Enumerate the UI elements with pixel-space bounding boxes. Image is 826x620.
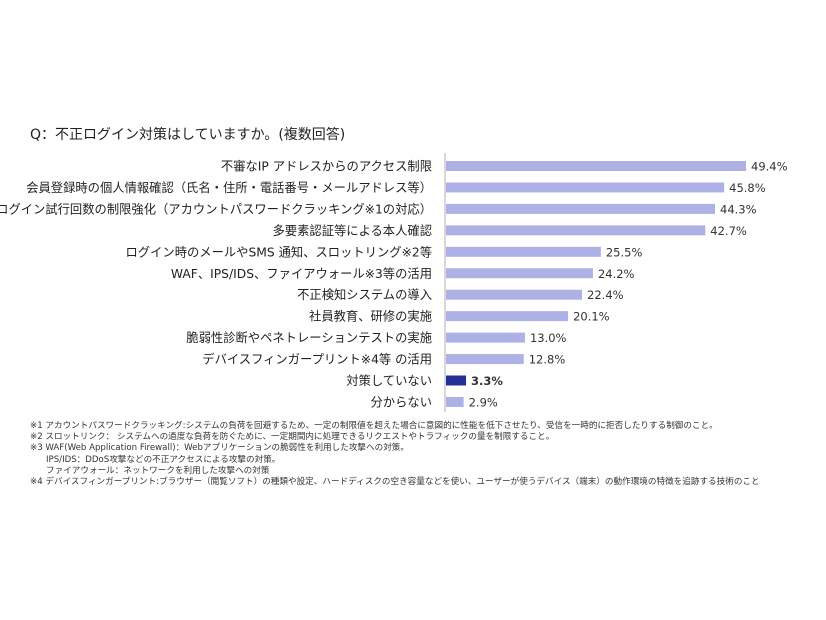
value-label: 24.2% [598, 267, 635, 281]
category-label: デバイスフィンガープリント※4等 の活用 [202, 352, 432, 367]
category-label: 対策していない [346, 373, 432, 388]
category-label: 不正検知システムの導入 [297, 287, 432, 302]
category-label: ログイン時のメールやSMS 通知、スロットリング※2等 [126, 244, 433, 259]
footnote-3-firewall: ファイアウォール：ネットワークを利用した攻撃への対策 [46, 465, 270, 476]
bar [446, 203, 716, 214]
value-label: 44.3% [720, 202, 757, 216]
bar [446, 332, 525, 343]
value-label: 3.3% [471, 374, 503, 388]
bar [446, 182, 725, 193]
footnote-1: ※1 アカウントパスワードクラッキング:システムの負荷を回避するため、一定の制限… [30, 421, 718, 431]
bar [446, 289, 583, 300]
category-label: ログイン試行回数の制限強化（アカウントパスワードクラッキング※1の対応） [0, 201, 432, 216]
bar [446, 311, 569, 322]
footnote-4: ※4 デバイスフィンガープリント:ブラウザー（閲覧ソフト）の種類や設定、ハードデ… [30, 477, 760, 488]
footnote-2: ※2 スロットリンク： システムへの過度な負荷を防ぐために、一定期間内に処理でき… [30, 432, 555, 443]
category-label: WAF、IPS/IDS、ファイアウォール※3等の活用 [171, 266, 432, 281]
value-label: 20.1% [573, 310, 610, 324]
value-label: 13.0% [530, 331, 567, 345]
value-label: 42.7% [710, 224, 747, 238]
category-label: 不審なIP アドレスからのアクセス制限 [221, 159, 432, 174]
footnote-3: ※3 WAF(Web Application Firewall)：Webアプリケ… [30, 443, 409, 454]
chart-title: Q：不正ログイン対策はしていますか。(複数回答) [30, 127, 346, 143]
footnote-3-ipsids: IPS/IDS：DDoS攻撃などの不正アクセスによる攻撃の対策。 [46, 454, 281, 465]
bar [446, 246, 601, 257]
bar [446, 268, 593, 279]
bar [446, 354, 524, 365]
value-label: 12.8% [529, 353, 566, 367]
bar [446, 225, 706, 236]
category-label: 会員登録時の個人情報確認（氏名・住所・電話番号・メールアドレス等） [26, 180, 432, 195]
value-label: 45.8% [729, 181, 766, 195]
footnotes: ※1 アカウントパスワードクラッキング:システムの負荷を回避するため、一定の制限… [30, 421, 760, 488]
bar [446, 375, 467, 386]
category-label: 多要素認証等による本人確認 [273, 223, 433, 238]
category-label: 社員教育、研修の実施 [309, 309, 432, 324]
category-label: 分からない [371, 395, 433, 409]
bar [446, 161, 746, 171]
value-label: 25.5% [606, 245, 643, 259]
value-label: 49.4% [751, 160, 788, 174]
value-label: 22.4% [587, 288, 624, 302]
bar [446, 396, 464, 407]
category-label: 脆弱性診断やペネトレーションテストの実施 [186, 330, 432, 345]
value-label: 2.9% [469, 395, 498, 409]
